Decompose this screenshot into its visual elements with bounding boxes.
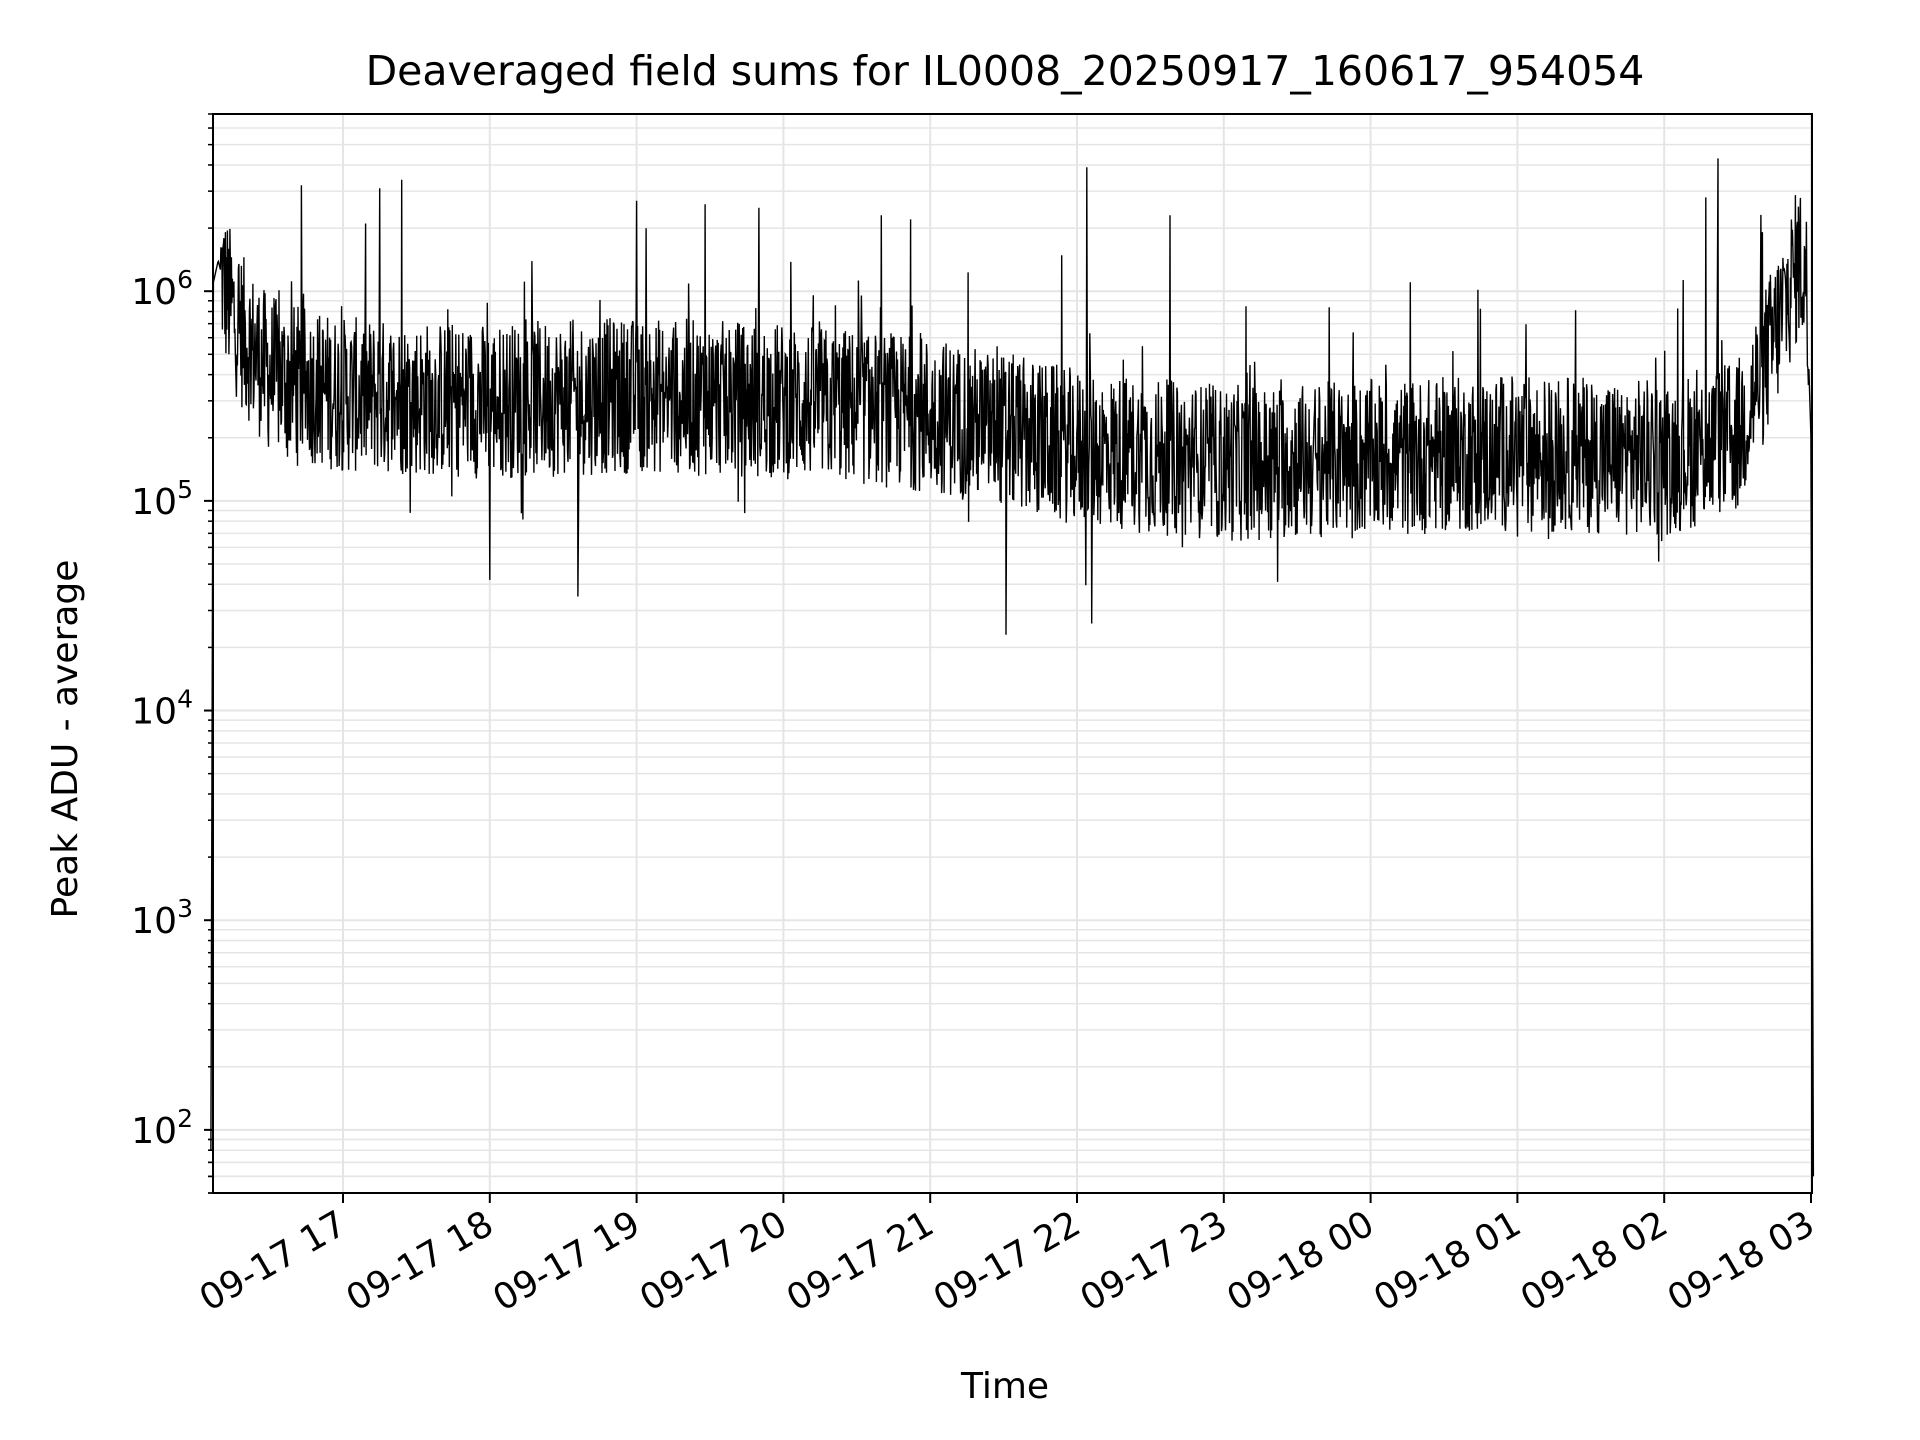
series-line [210,158,1815,1177]
y-tick-label: 104 [131,685,193,733]
x-axis-label: Time [960,1366,1049,1407]
y-tick-label: 105 [131,475,193,523]
y-tick-label: 106 [131,265,193,313]
y-tick-label: 102 [131,1104,193,1152]
y-axis-label: Peak ADU - average [45,560,86,919]
y-tick-label: 103 [131,894,193,942]
chart-title: Deaveraged field sums for IL0008_2025091… [366,47,1645,95]
series-layer [210,158,1815,1177]
plot-frame [212,113,1813,1194]
